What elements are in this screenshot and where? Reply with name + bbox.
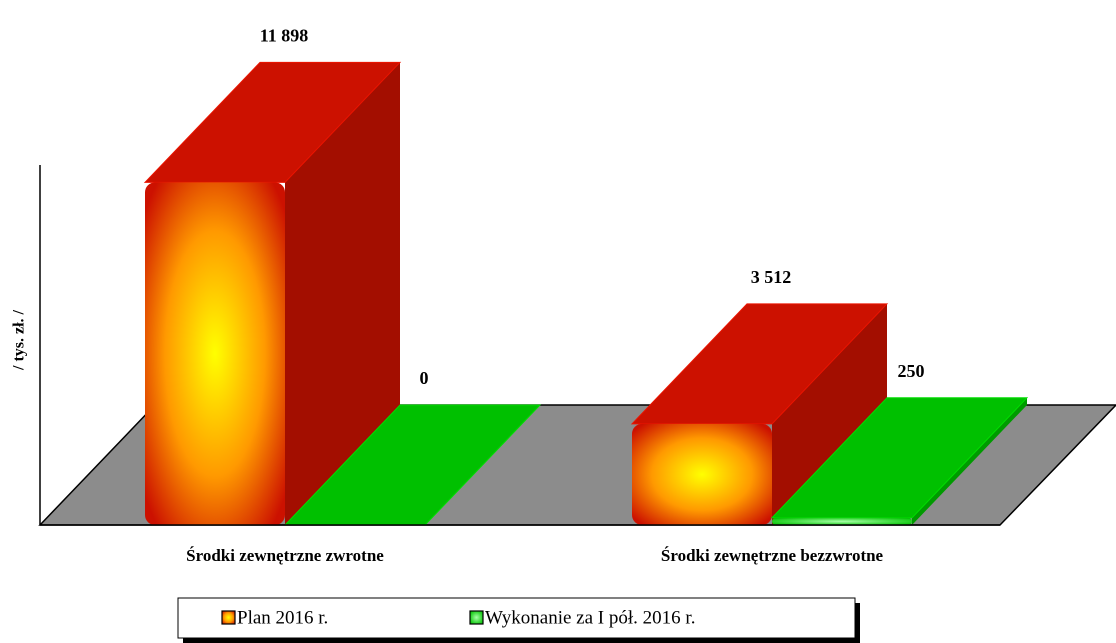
bar [770,397,1029,525]
value-label: 0 [420,368,429,388]
bar-side [285,62,400,526]
y-axis-label: / tys. zł. / [11,309,28,371]
bar [143,61,402,526]
value-label: 3 512 [751,267,792,287]
value-label: 250 [898,361,925,381]
legend-label: Plan 2016 r. [237,607,328,628]
bar-side [772,303,887,525]
bar-front [772,517,912,525]
value-label: 11 898 [260,25,309,45]
x-tick-label: Środki zewnętrzne bezzwrotne [661,546,884,565]
bar [630,303,889,525]
legend-label: Wykonanie za I pół. 2016 r. [485,607,695,628]
legend-swatch [469,610,484,625]
bar-side [912,397,1027,525]
legend-swatch [221,610,236,625]
x-tick-label: Środki zewnętrzne zwrotne [186,546,384,565]
bar-front [632,423,772,525]
bar-front [145,182,285,526]
legend [177,597,856,639]
